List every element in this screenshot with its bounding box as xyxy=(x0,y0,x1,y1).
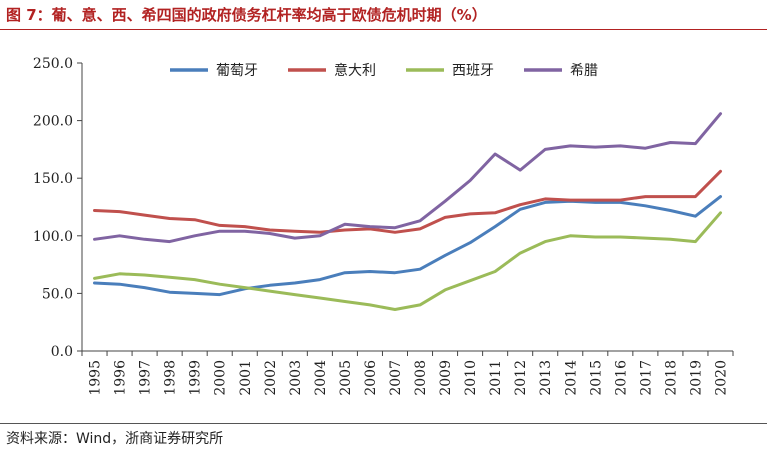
x-tick-label: 1996 xyxy=(113,360,129,396)
y-tick-label: 0.0 xyxy=(51,344,73,360)
series-line xyxy=(93,195,722,297)
x-tick-label: 2007 xyxy=(388,360,404,396)
x-tick-label: 2009 xyxy=(438,360,454,396)
source-note: 资料来源：Wind，浙商证券研究所 xyxy=(6,431,224,447)
series-line xyxy=(93,112,722,244)
x-tick-label: 2015 xyxy=(588,360,604,396)
x-tick-label: 2006 xyxy=(363,360,379,396)
x-tick-label: 2003 xyxy=(288,360,304,396)
y-tick-label: 150.0 xyxy=(33,171,73,187)
chart-axes xyxy=(77,62,734,356)
legend-label: 意大利 xyxy=(334,62,376,79)
y-tick-label: 50.0 xyxy=(42,286,73,302)
x-tick-label: 2016 xyxy=(613,360,629,396)
x-tick-labels: 1995 1996 1997 1998 1999 2000 2001 2002 2003 2004… xyxy=(88,360,730,396)
x-tick-label: 2018 xyxy=(663,360,679,396)
source-divider xyxy=(0,423,767,424)
x-tick-label: 2010 xyxy=(463,360,479,396)
series-lines xyxy=(93,112,722,311)
legend-label: 希腊 xyxy=(570,63,598,79)
legend-label: 葡萄牙 xyxy=(216,63,258,79)
x-tick-label: 1998 xyxy=(163,360,179,396)
y-tick-label: 100.0 xyxy=(33,229,73,245)
x-tick-label: 2008 xyxy=(413,360,429,396)
x-tick-label: 1997 xyxy=(138,360,154,396)
chart-title: 图 7：葡、意、西、希四国的政府债务杠杆率均高于欧债危机时期（%） xyxy=(6,6,487,24)
x-tick-label: 2005 xyxy=(338,360,354,396)
x-tick-label: 2002 xyxy=(263,360,279,396)
x-tick-label: 2000 xyxy=(213,360,229,396)
x-tick-label: 2019 xyxy=(688,360,704,396)
y-tick-label: 250.0 xyxy=(33,56,73,72)
y-tick-label: 200.0 xyxy=(33,114,73,130)
series-line xyxy=(93,169,722,234)
x-tick-label: 2013 xyxy=(538,360,554,396)
line-chart: 0.0 50.0 100.0 150.0 200.0 250.0 1995 1996 1997… xyxy=(33,56,734,396)
x-tick-label: 1995 xyxy=(88,360,104,396)
chart-legend: 葡萄牙 意大利 西班牙 希腊 xyxy=(170,62,598,79)
legend-label: 西班牙 xyxy=(452,63,494,79)
x-tick-label: 2011 xyxy=(488,360,504,396)
x-tick-label: 2012 xyxy=(513,360,529,396)
x-tick-label: 2014 xyxy=(563,360,579,396)
y-tick-labels: 0.0 50.0 100.0 150.0 200.0 250.0 xyxy=(33,56,73,360)
x-tick-label: 2020 xyxy=(713,360,729,396)
x-tick-label: 1999 xyxy=(188,360,204,396)
x-tick-label: 2004 xyxy=(313,360,329,396)
x-tick-label: 2001 xyxy=(238,360,254,396)
title-divider xyxy=(0,29,767,30)
series-line xyxy=(93,211,722,311)
x-tick-label: 2017 xyxy=(638,360,654,396)
